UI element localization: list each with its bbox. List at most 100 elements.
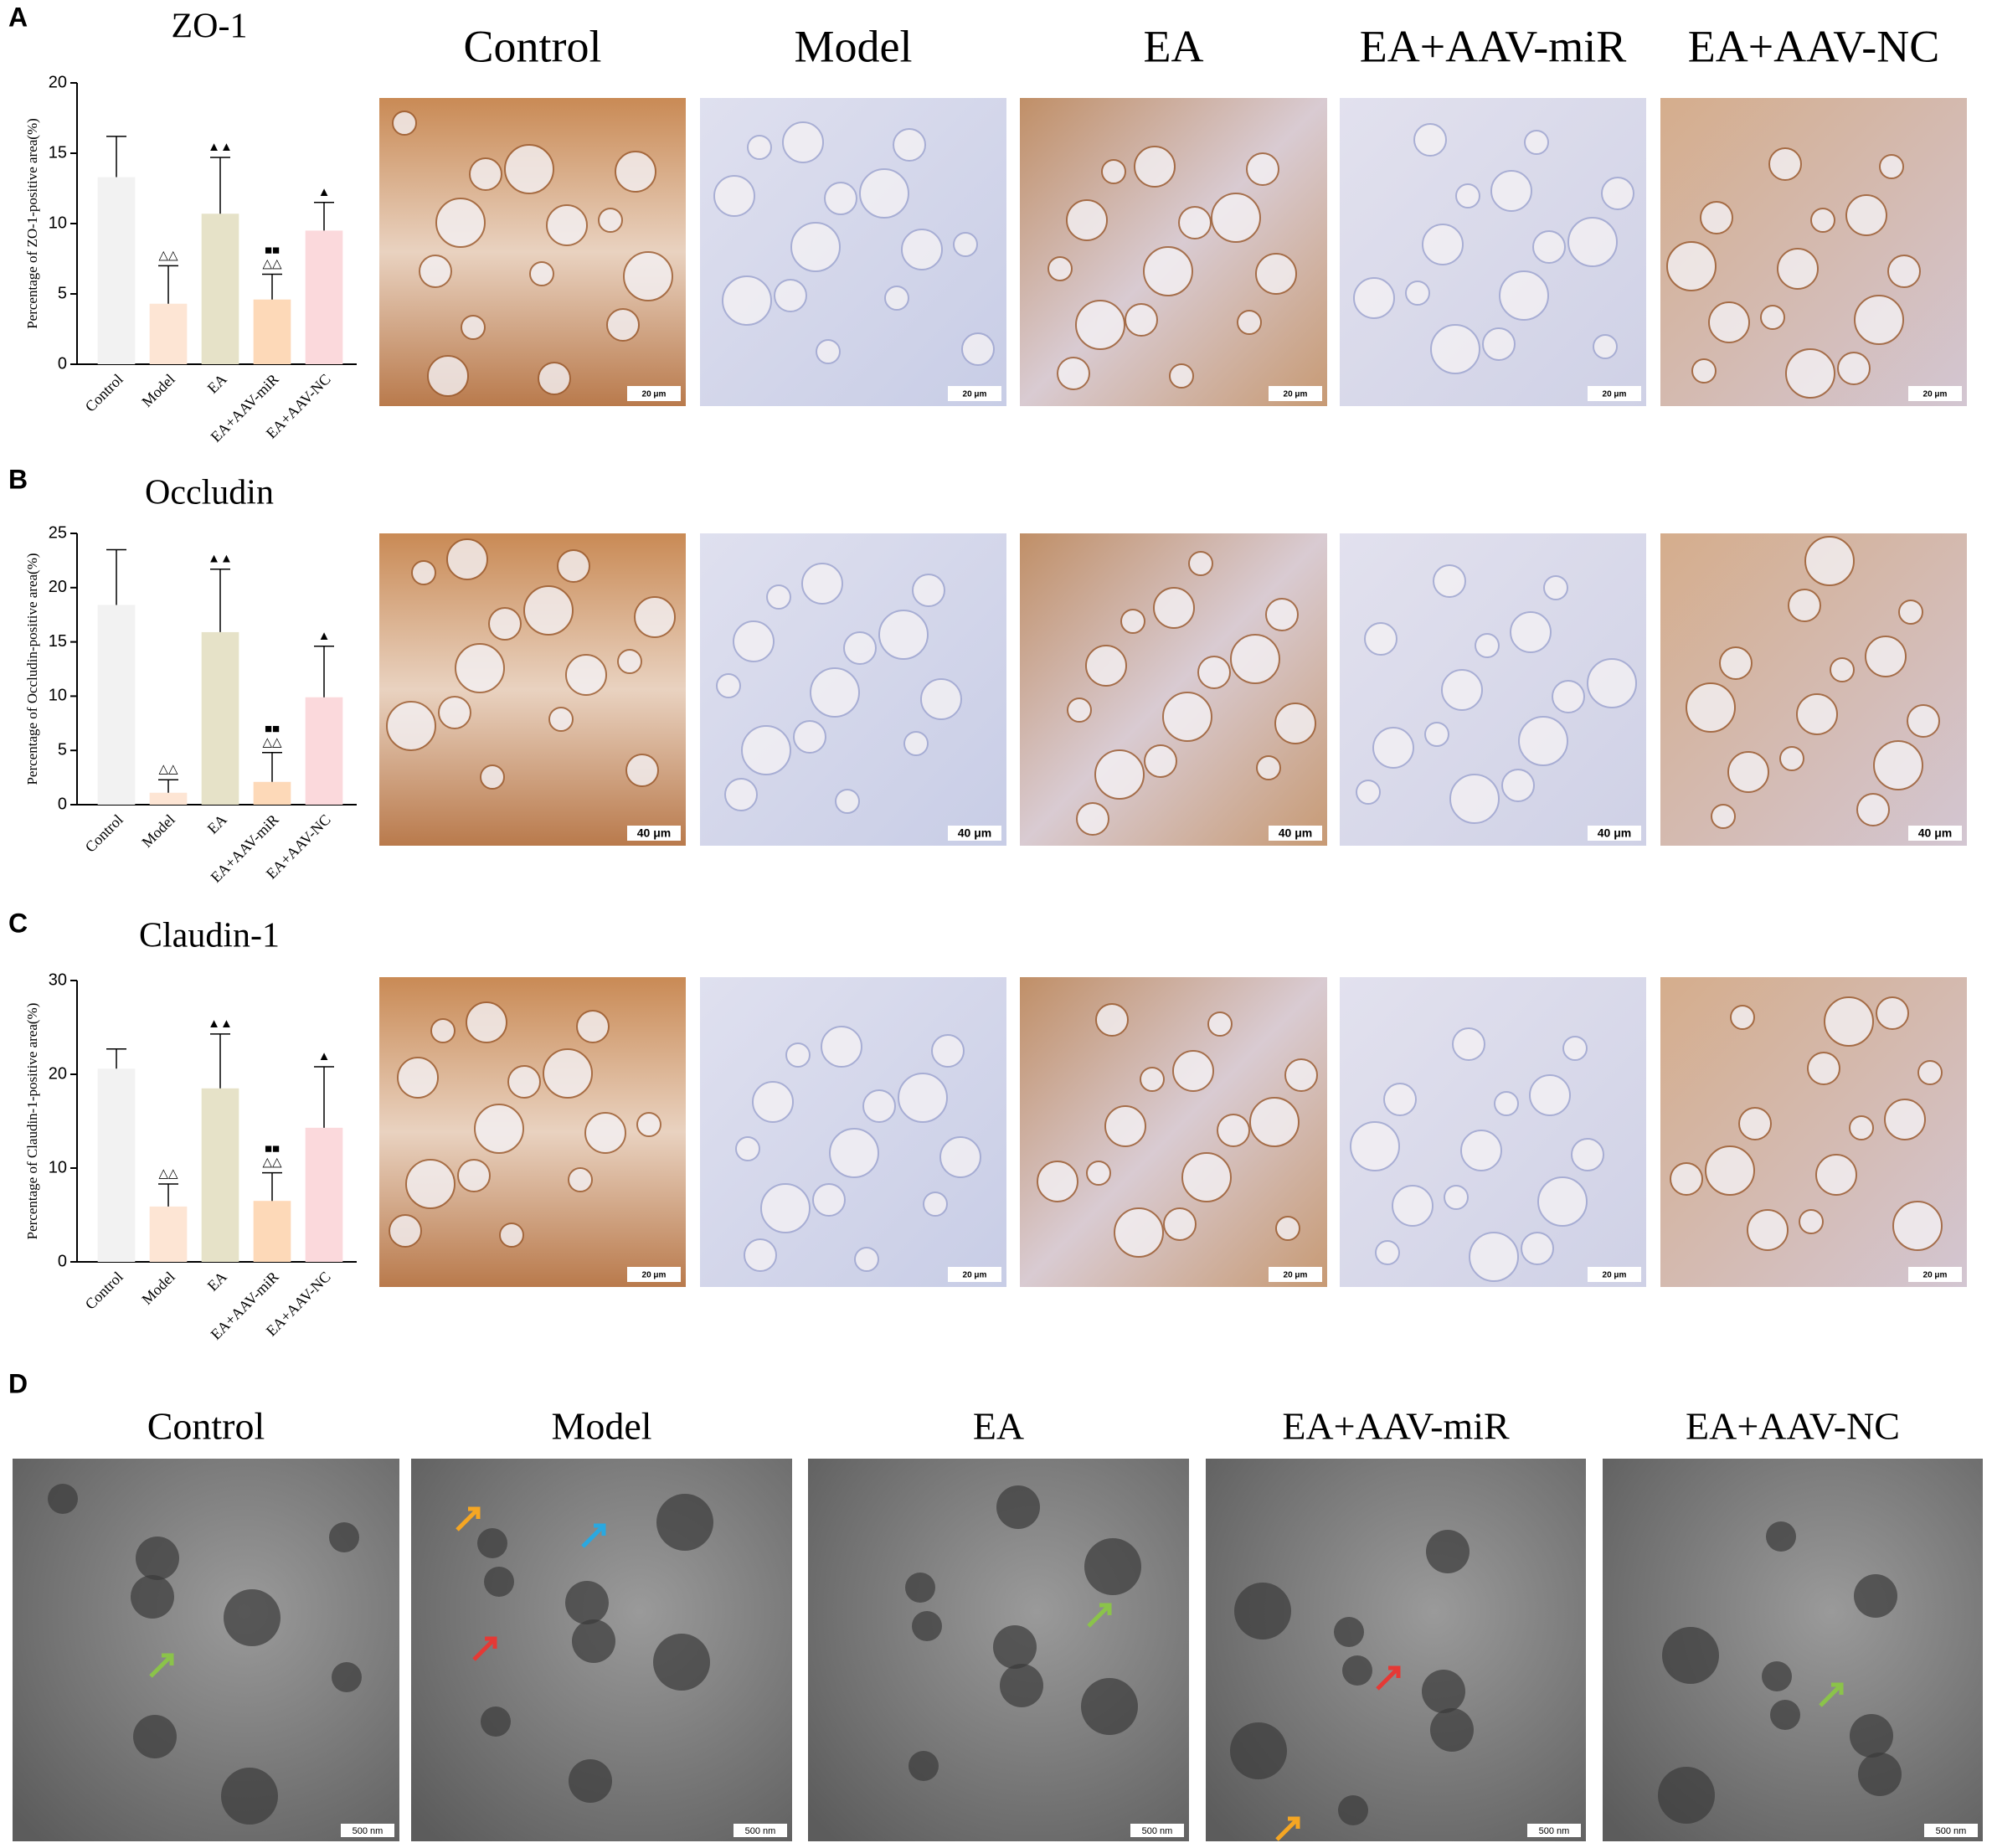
goblet-cell	[1691, 358, 1717, 383]
goblet-cell	[480, 764, 505, 790]
scale-bar-label: 500 nm	[1539, 1826, 1570, 1836]
goblet-cell	[623, 251, 673, 301]
scale-bar-bg	[1269, 826, 1322, 841]
mitochondrion	[1342, 1655, 1372, 1686]
goblet-cell	[835, 789, 860, 814]
goblet-cell	[1807, 1052, 1840, 1085]
goblet-cell	[411, 560, 436, 585]
mitochondrion	[1234, 1583, 1291, 1640]
goblet-cell	[1705, 1145, 1755, 1196]
goblet-cell	[1197, 656, 1231, 689]
goblet-cell	[812, 1183, 846, 1217]
goblet-cell	[1876, 996, 1909, 1030]
arrow	[1087, 1603, 1112, 1628]
error-bar	[106, 548, 126, 605]
mitochondrion	[1084, 1538, 1141, 1595]
goblet-cell	[1543, 575, 1568, 600]
x-tick-label: Control	[82, 371, 126, 415]
goblet-cell	[427, 355, 469, 397]
bar	[97, 1068, 136, 1262]
significance-marker: ▲	[318, 1049, 331, 1063]
goblet-cell	[1666, 241, 1717, 291]
goblet-cell	[1518, 716, 1568, 766]
error-bar	[314, 1066, 334, 1128]
scale-bar-label: 500 nm	[353, 1826, 383, 1836]
mitochondrion	[912, 1611, 942, 1641]
goblet-cell	[1824, 996, 1874, 1047]
goblet-cell	[617, 649, 642, 674]
significance-marker: △△	[158, 1166, 178, 1181]
significance-marker: ▲▲	[208, 1017, 233, 1031]
goblet-cell	[1444, 1185, 1469, 1210]
significance-marker: ▲	[318, 185, 331, 199]
goblet-cell	[801, 563, 843, 605]
goblet-cell	[1730, 1005, 1755, 1030]
ihc-image	[1020, 533, 1327, 846]
goblet-cell	[389, 1214, 422, 1248]
scale-bar-label: 20 μm	[1923, 1271, 1948, 1280]
goblet-cell	[1562, 1036, 1588, 1061]
goblet-cell	[469, 157, 502, 191]
goblet-cell	[1552, 680, 1585, 713]
goblet-cell	[1571, 1138, 1604, 1171]
error-bar	[210, 157, 230, 214]
goblet-cell	[1524, 130, 1549, 155]
goblet-cell	[1441, 669, 1483, 711]
x-tick-label: Model	[138, 371, 178, 410]
goblet-cell	[1430, 324, 1480, 374]
goblet-cell	[606, 308, 640, 342]
mitochondrion	[1338, 1795, 1368, 1825]
goblet-cell	[1256, 755, 1281, 780]
goblet-cell	[1413, 123, 1447, 157]
scale-bar-label: 20 μm	[963, 1271, 987, 1280]
y-tick-label: 0	[58, 354, 67, 373]
arrow	[1819, 1682, 1844, 1707]
goblet-cell	[1804, 536, 1855, 586]
goblet-cell	[1593, 334, 1618, 359]
goblet-cell	[1037, 1161, 1078, 1202]
mitochondrion	[224, 1589, 281, 1646]
goblet-cell	[1777, 248, 1819, 290]
mitochondrion	[48, 1484, 78, 1514]
goblet-cell	[747, 135, 772, 160]
bar	[305, 1127, 343, 1262]
tem-title: Control	[147, 1405, 265, 1448]
bar	[201, 631, 239, 805]
goblet-cell	[1143, 246, 1193, 296]
goblet-cell	[1246, 152, 1279, 186]
error-bar	[106, 1048, 126, 1069]
bar	[149, 303, 188, 364]
arrow	[149, 1653, 174, 1678]
scale-bar-bg	[1924, 1824, 1978, 1837]
goblet-cell	[1375, 1240, 1400, 1265]
error-bar	[158, 265, 178, 304]
goblet-cell	[474, 1104, 524, 1154]
goblet-cell	[1153, 587, 1195, 629]
goblet-cell	[1237, 310, 1262, 335]
goblet-cell	[1865, 636, 1907, 677]
significance-marker: ■■	[265, 722, 280, 736]
significance-marker: ▲▲	[208, 552, 233, 566]
x-tick-label: Control	[82, 811, 126, 856]
goblet-cell	[1433, 564, 1466, 598]
goblet-cell	[1101, 159, 1126, 184]
bar	[149, 1206, 188, 1262]
mitochondrion	[1662, 1627, 1719, 1684]
scale-bar-label: 20 μm	[1603, 390, 1627, 399]
goblet-cell	[565, 654, 607, 696]
y-tick-label: 25	[49, 523, 67, 542]
scale-bar-bg	[948, 826, 1001, 841]
goblet-cell	[1587, 658, 1637, 708]
goblet-cell	[1884, 1099, 1926, 1140]
mitochondrion	[221, 1768, 278, 1825]
arrow	[1376, 1665, 1401, 1691]
goblet-cell	[733, 620, 775, 662]
goblet-cell	[1494, 1091, 1519, 1116]
mitochondrion	[332, 1662, 362, 1692]
goblet-cell	[457, 1159, 491, 1192]
goblet-cell	[1211, 193, 1261, 243]
goblet-cell	[1104, 1105, 1146, 1147]
mitochondrion	[572, 1619, 615, 1663]
goblet-cell	[1188, 551, 1213, 576]
